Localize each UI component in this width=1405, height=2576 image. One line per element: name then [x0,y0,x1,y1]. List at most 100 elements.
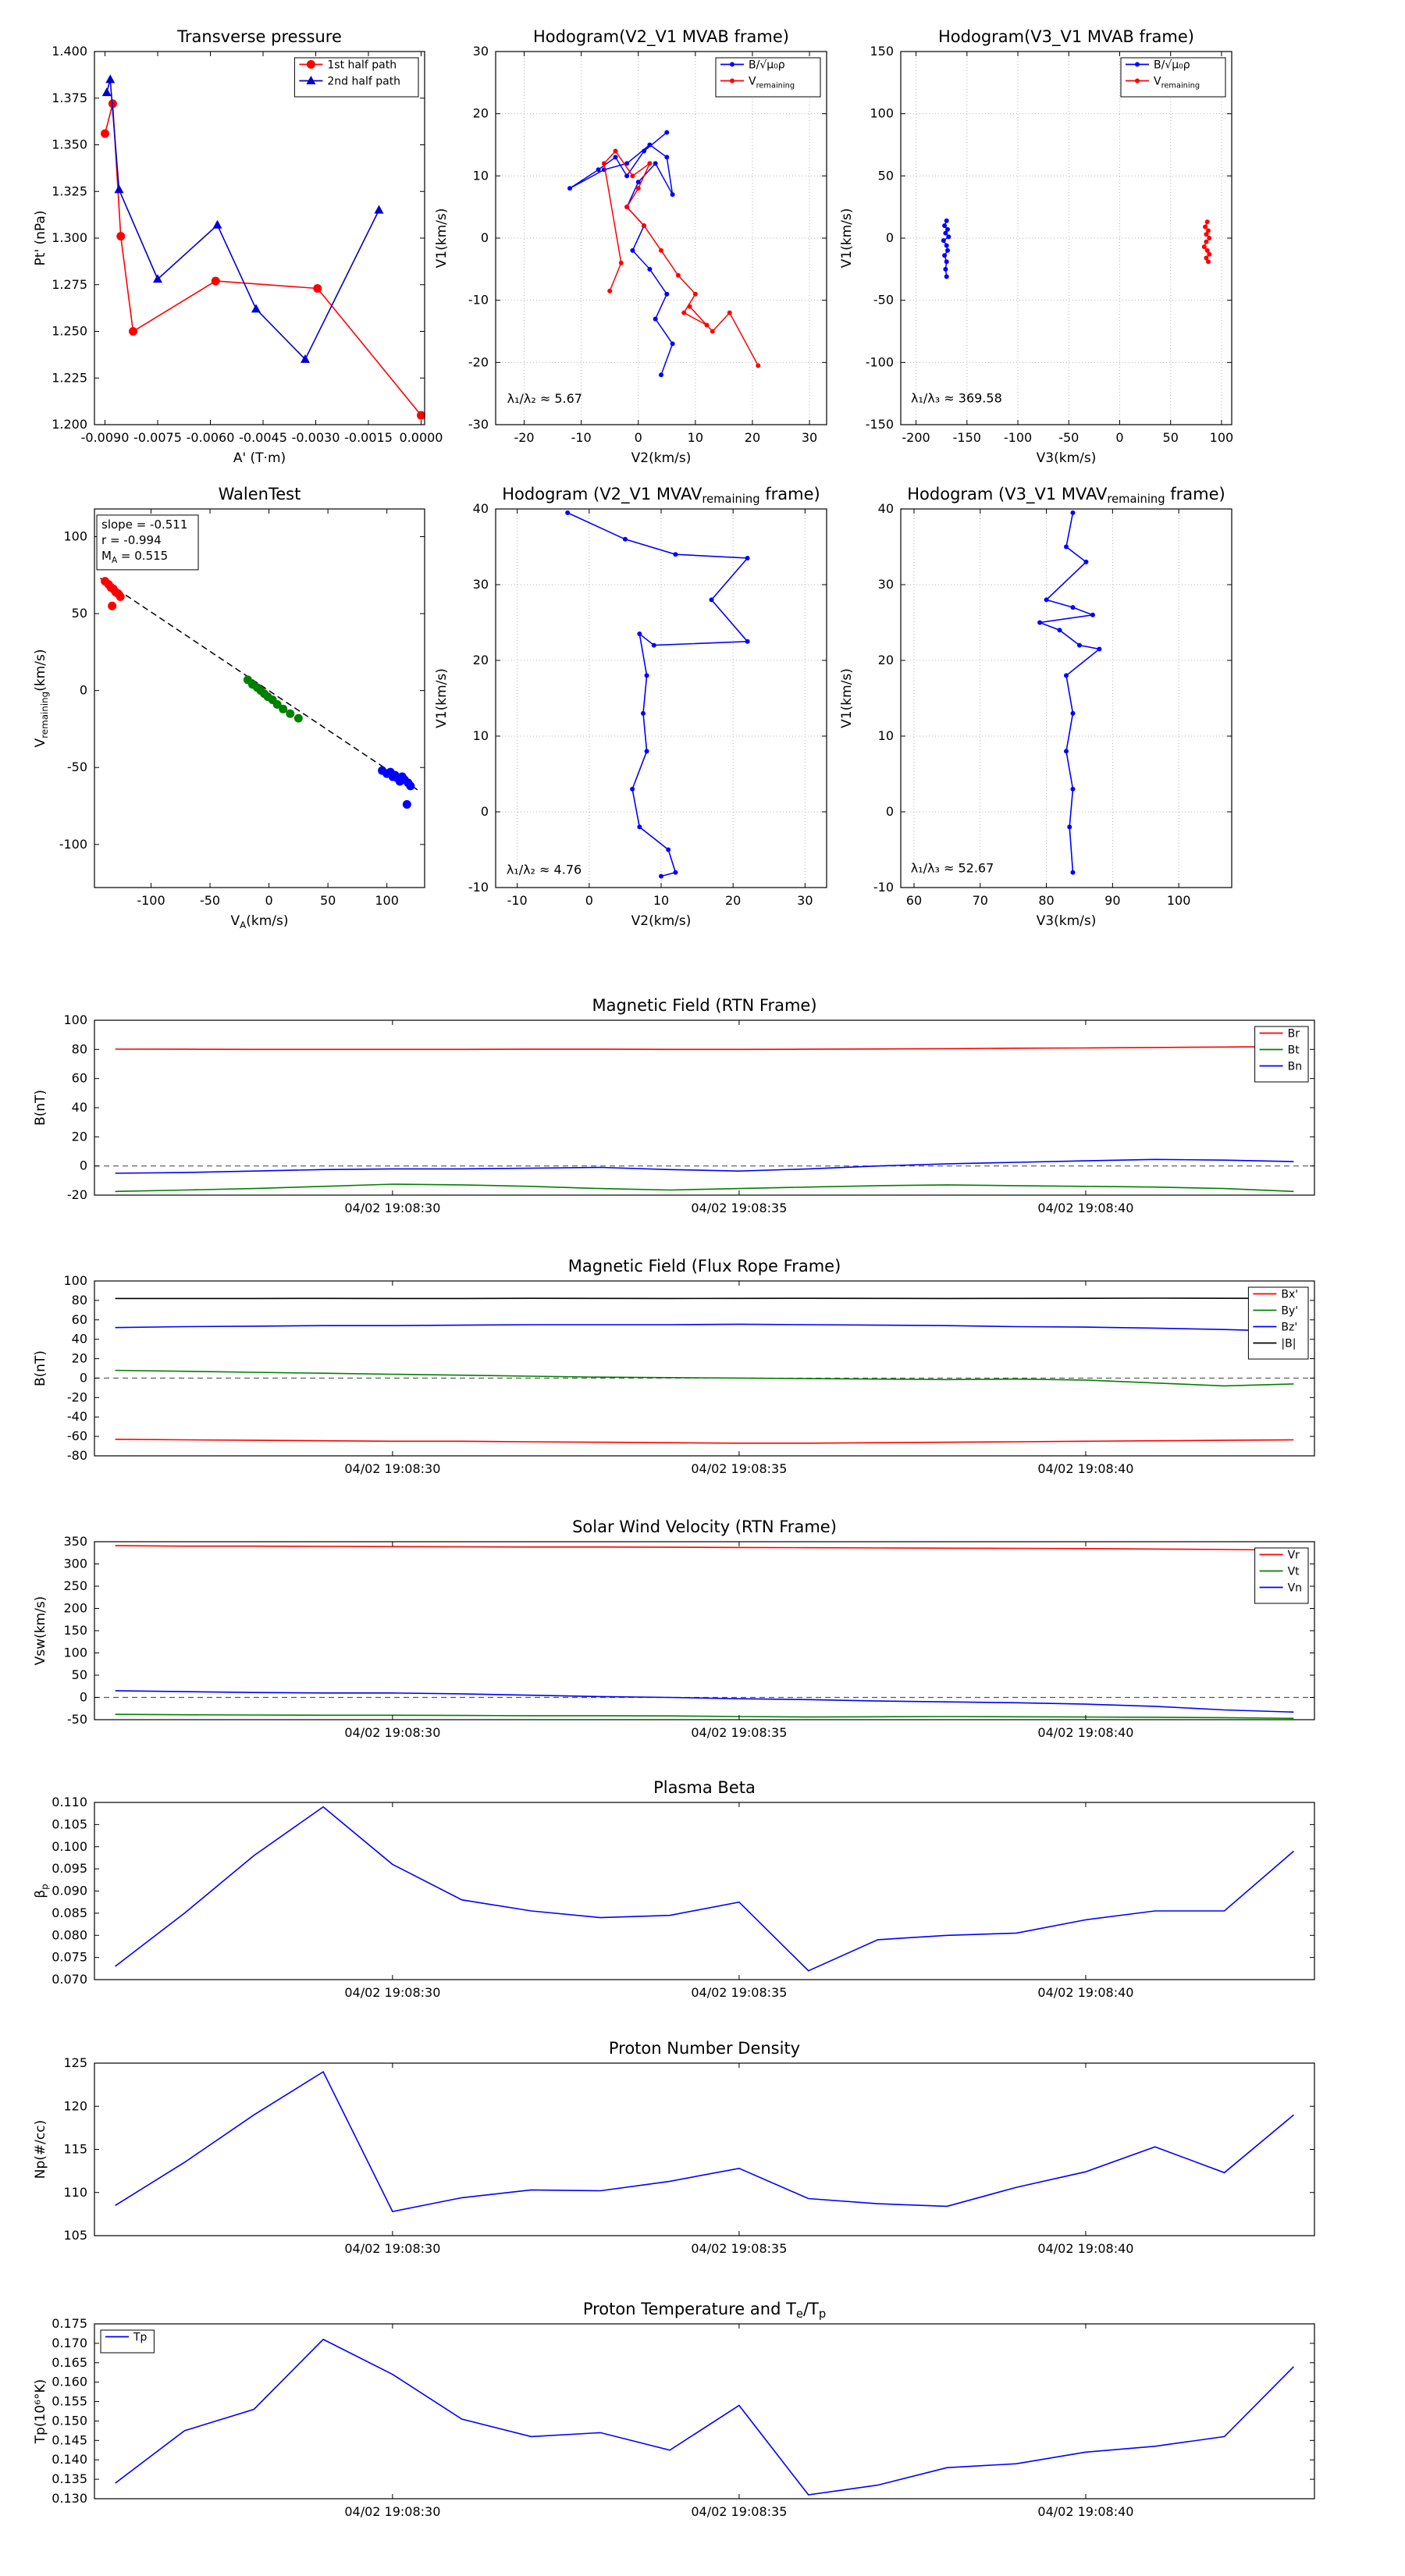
marker-dot [943,266,948,272]
y-tick-label: 1.300 [52,230,87,245]
marker-circle [129,327,137,336]
x-tick-label: 0.0000 [400,430,443,445]
marker-triangle [374,205,384,214]
y-axis-label: V1(km/s) [434,208,450,269]
y-tick-label: 30 [878,577,894,592]
y-tick-label: 50 [72,606,87,621]
y-tick-label: 300 [63,1557,87,1571]
marker-dot [630,173,635,179]
panel-vsw-rtn: 04/02 19:08:30 04/02 19:08:35 04/02 19:08:… [33,1517,1315,1740]
legend-label: By' [1281,1305,1298,1318]
series-walen-fit-line [100,578,418,791]
x-tick-label: 04/02 19:08:40 [1037,1725,1133,1740]
y-tick-label: 1.200 [52,417,87,432]
y-tick-label: -150 [866,417,894,432]
panel-proton-density: 04/02 19:08:30 04/02 19:08:35 04/02 19:08:… [33,2039,1315,2256]
marker-dot [1204,232,1209,237]
legend-label: Bt [1288,1044,1300,1057]
series-by-prime [115,1369,1294,1387]
y-axis-label: Vremaining(km/s) [33,649,50,748]
y-tick-label: 120 [63,2098,87,2113]
legend-label: Vremaining [1154,76,1200,91]
legend-label: Vt [1288,1566,1300,1578]
panel-title: Transverse pressure [176,27,342,46]
panel-hodogram-v3v1-mvab: -200 -150 -100 -50 0 50 100 -150 -100 -50 0 50 100 15… [839,27,1233,466]
marker-circle [306,60,315,69]
marker-dot [943,230,948,236]
y-tick-label: 40 [72,1332,87,1347]
legend-label: B/√μ₀ρ [749,59,785,72]
series-group [115,1806,1294,1972]
panel-title: Hodogram(V3_V1 MVAB frame) [938,27,1194,47]
marker-dot [1083,559,1089,564]
y-tick-label: 0.150 [52,2413,87,2428]
marker-dot [1207,251,1212,257]
y-axis-label: βp [33,1884,50,1898]
x-tick-label: -50 [1058,430,1079,445]
x-tick-label: 04/02 19:08:40 [1037,2241,1133,2256]
marker-dot [567,186,573,191]
legend-label: Vremaining [749,76,795,91]
marker-dot [946,234,951,240]
series-group [100,577,418,809]
marker-dot [704,322,710,328]
marker-dot [630,247,635,253]
marker-dot [664,155,670,160]
annotation-text: λ₁/λ₂ ≈ 5.67 [507,391,582,406]
marker-dot [622,536,628,542]
y-axis-label: V1(km/s) [839,208,855,269]
marker-dot [635,180,641,185]
x-axis-label: VA(km/s) [230,913,288,930]
marker-dot [1067,824,1072,830]
marker-dot [1201,244,1207,250]
marker-dot [709,597,714,603]
marker-dot [745,639,750,644]
marker-dot [756,363,761,368]
y-tick-label: 20 [473,653,489,667]
y-tick-label: -80 [67,1448,87,1463]
y-tick-label: 0 [80,1158,87,1173]
panel-proton-temp: 04/02 19:08:30 04/02 19:08:35 04/02 19:08:… [33,2300,1315,2519]
x-tick-label: -200 [902,430,930,445]
x-tick-label: 10 [688,430,703,445]
series-br [115,1045,1294,1051]
marker-dot [1135,62,1140,67]
y-tick-label: 0 [886,804,894,819]
annotation-text: λ₁/λ₃ ≈ 369.58 [911,390,1002,405]
y-tick-label: 0 [80,1370,87,1385]
marker-dot [653,316,658,322]
x-axis-label: V2(km/s) [631,450,692,466]
x-tick-label: 04/02 19:08:30 [344,2241,440,2256]
marker-triangle [114,184,124,194]
series-v-remaining-path [603,150,759,366]
x-tick-label: 04/02 19:08:40 [1037,1201,1133,1215]
x-tick-label: 0 [1115,430,1123,445]
y-tick-label: 100 [63,528,87,543]
plot-area [94,1802,1314,1980]
x-tick-label: 70 [973,893,988,908]
series-group [115,1297,1294,1444]
marker-circle [286,709,295,718]
marker-dot [675,272,681,278]
series-v-path [1037,512,1101,873]
y-tick-label: 100 [63,1012,87,1027]
marker-dot [941,238,946,244]
y-tick-label: 150 [63,1623,87,1638]
marker-dot [624,205,630,210]
marker-dot [1070,510,1076,515]
marker-dot [670,192,675,197]
marker-triangle [212,219,222,229]
panel-hodogram-v2v1-mvab: -20 -10 0 10 20 30 -30 -20 -10 0 10 20 30 Hodogram(V2… [434,27,827,466]
y-axis-label: B(nT) [33,1350,48,1386]
axes-border [94,508,425,888]
marker-circle [402,800,411,809]
x-tick-label: 04/02 19:08:35 [691,2241,787,2256]
series-group [1037,510,1102,875]
series-np [115,2070,1294,2213]
marker-dot [644,749,649,754]
plot-area [94,1542,1314,1720]
marker-dot [944,259,949,265]
marker-dot [945,247,951,253]
y-tick-label: 0.080 [52,1927,87,1942]
x-tick-label: 80 [1038,893,1054,908]
